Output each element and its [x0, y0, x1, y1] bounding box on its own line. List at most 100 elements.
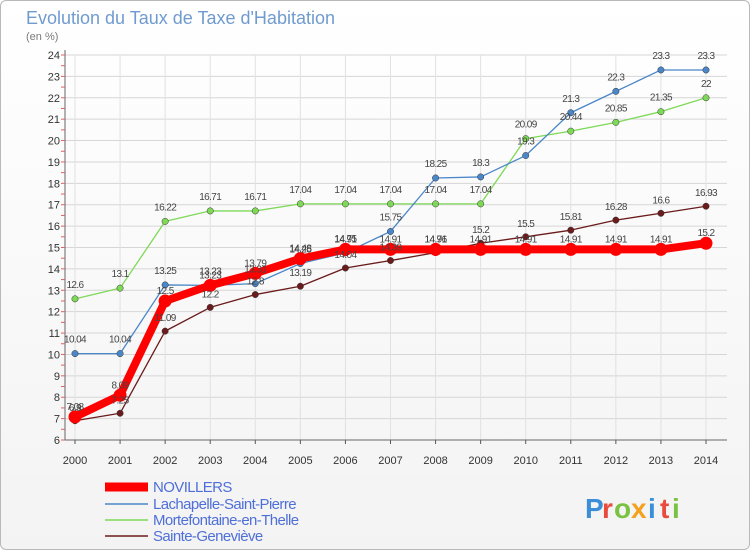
x-tick-label: 2005: [288, 455, 312, 467]
legend-label: Mortefontaine-en-Thelle: [153, 512, 299, 529]
data-point: [522, 233, 530, 241]
y-tick-label: 16: [48, 221, 60, 233]
data-point: [702, 66, 710, 74]
y-tick-label: 12: [48, 307, 60, 319]
data-point: [432, 200, 440, 208]
data-label: 14.48: [289, 244, 312, 255]
y-tick-label: 19: [48, 157, 60, 169]
data-point: [654, 242, 668, 256]
data-label: 6.9: [69, 403, 82, 414]
data-point: [113, 388, 127, 402]
data-label: 15.2: [472, 225, 490, 236]
data-label: 14.91: [470, 234, 493, 245]
data-point: [612, 118, 620, 126]
data-label: 23.3: [652, 51, 670, 62]
data-label: 14.91: [334, 234, 357, 245]
data-label: 12.5: [157, 286, 175, 297]
data-point: [71, 350, 79, 358]
data-label: 14.91: [650, 234, 673, 245]
data-label: 10.04: [64, 335, 87, 346]
y-tick-label: 14: [48, 264, 60, 276]
x-tick-label: 2006: [333, 455, 357, 467]
data-point: [248, 266, 262, 280]
data-label: 18.3: [472, 158, 490, 169]
y-tick-label: 8: [54, 392, 60, 404]
data-label: 13.23: [199, 266, 222, 277]
y-tick-label: 23: [48, 71, 60, 83]
y-tick-label: 9: [54, 371, 60, 383]
data-point: [567, 226, 575, 234]
data-point: [338, 242, 352, 256]
data-point: [432, 174, 440, 182]
x-tick-label: 2002: [153, 455, 177, 467]
data-label: 15.81: [560, 212, 583, 223]
data-point: [296, 200, 304, 208]
data-label: 11.09: [154, 313, 176, 324]
data-label: 20.09: [515, 120, 538, 131]
data-point: [251, 291, 259, 299]
logo-letter: r: [602, 493, 614, 524]
data-label: 14.91: [605, 234, 628, 245]
data-label: 17.04: [379, 185, 402, 196]
axes: 6 7 8 9 10 11 12 13 14 15 16 17 18 19 20 21 22 23 24 2000 20…: [48, 50, 727, 467]
x-tick-label: 2007: [378, 455, 402, 467]
data-point: [203, 278, 217, 292]
data-label: 15.5: [517, 219, 535, 230]
data-label: 14.76: [425, 235, 448, 246]
data-label: 14.91: [425, 234, 448, 245]
data-point: [699, 236, 713, 250]
data-point: [612, 87, 620, 95]
x-tick-label: 2014: [694, 455, 718, 467]
y-tick-label: 11: [49, 328, 60, 340]
data-point: [429, 242, 443, 256]
data-label: 21.3: [562, 94, 580, 105]
data-label: 8.09: [112, 380, 130, 391]
data-point: [522, 152, 530, 159]
data-point: [657, 66, 665, 74]
data-label: 14.25: [289, 245, 312, 256]
legend-label: Sainte-Geneviève: [153, 528, 263, 545]
data-label: 13.31: [244, 265, 267, 276]
data-point: [116, 350, 124, 358]
data-label: 16.71: [244, 192, 267, 203]
data-label: 15.2: [697, 228, 715, 239]
data-label: 12.2: [202, 289, 220, 300]
data-point: [474, 242, 488, 256]
data-label: 15.75: [379, 212, 402, 223]
data-point: [206, 207, 214, 215]
data-label: 13.25: [154, 266, 177, 277]
data-point: [384, 242, 397, 256]
data-point: [116, 284, 124, 292]
data-point: [657, 209, 665, 217]
data-label: 20.44: [560, 112, 583, 123]
data-label: 16.93: [695, 188, 718, 199]
data-point: [296, 282, 304, 290]
legend-label: NOVILLERS: [153, 479, 232, 496]
legend: NOVILLERSLachapelle-Saint-PierreMortefon…: [105, 479, 299, 545]
y-tick-label: 18: [48, 178, 60, 190]
y-tick-label: 13: [48, 285, 60, 297]
data-point: [158, 294, 172, 308]
data-point: [71, 295, 79, 303]
y-tick-label: 20: [48, 136, 60, 148]
x-tick-label: 2003: [198, 455, 222, 467]
data-label: 16.28: [605, 202, 628, 213]
x-tick-label: 2012: [604, 455, 628, 467]
data-label: 22.3: [607, 72, 625, 83]
y-tick-label: 7: [54, 414, 60, 426]
logo-letter: x: [631, 493, 648, 524]
data-point: [567, 127, 575, 135]
y-tick-label: 10: [48, 349, 60, 361]
data-label: 18.25: [425, 159, 448, 170]
logo-letter: t: [660, 493, 670, 524]
data-label: 14.39: [379, 243, 402, 254]
data-label: 13.19: [289, 268, 312, 279]
data-label: 17.04: [425, 185, 448, 196]
x-tick-label: 2010: [513, 455, 537, 467]
logo-letter: i: [672, 493, 681, 524]
data-label: 16.6: [652, 195, 670, 206]
data-label: 14.91: [515, 234, 538, 245]
data-point: [251, 280, 259, 288]
